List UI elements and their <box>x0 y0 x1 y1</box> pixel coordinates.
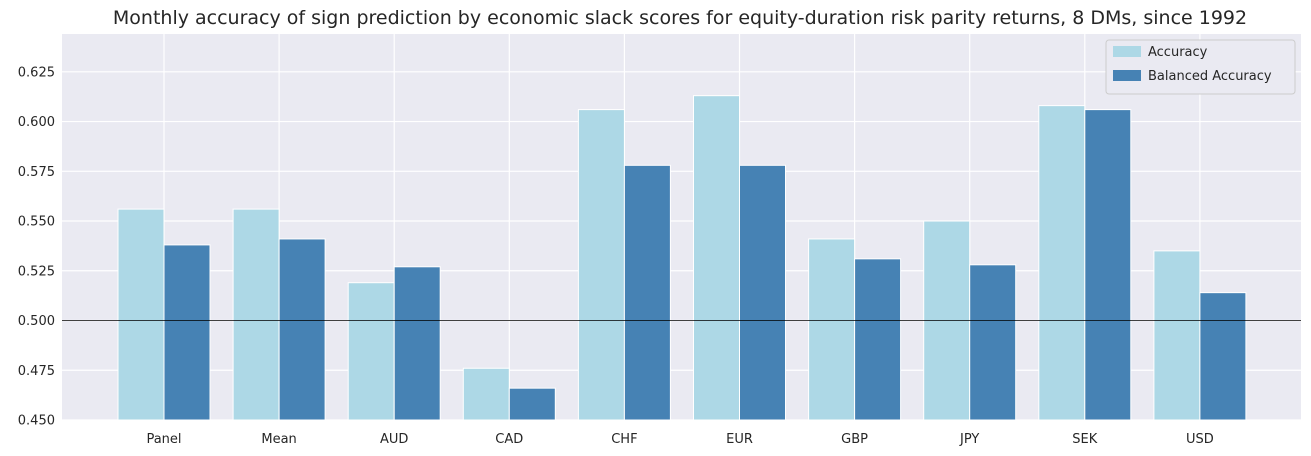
bar-balanced-accuracy-aud <box>393 266 441 421</box>
bar-accuracy-sek <box>1038 105 1086 421</box>
y-tick-label: 0.550 <box>18 215 55 230</box>
bar-balanced-accuracy-jpy <box>969 264 1017 421</box>
legend-swatch-balanced-accuracy <box>1113 70 1141 81</box>
bar-accuracy-usd <box>1153 250 1201 421</box>
x-tick-label-cad: CAD <box>495 432 523 447</box>
bar-balanced-accuracy-panel <box>163 244 211 421</box>
x-tick-label-jpy: JPY <box>959 432 979 447</box>
bar-balanced-accuracy-gbp <box>854 258 902 421</box>
bar-accuracy-chf <box>577 109 625 421</box>
chart-title: Monthly accuracy of sign prediction by e… <box>113 7 1247 29</box>
legend-label-balanced-accuracy: Balanced Accuracy <box>1148 69 1272 84</box>
bar-balanced-accuracy-eur <box>739 164 786 421</box>
y-tick-label: 0.500 <box>18 314 55 329</box>
x-tick-label-panel: Panel <box>146 432 181 447</box>
y-tick-label: 0.525 <box>18 264 55 279</box>
bar-balanced-accuracy-usd <box>1199 292 1247 421</box>
x-axis: Panel Mean AUD CAD CHF EUR GBP JPY SEK USD <box>146 432 1213 447</box>
y-tick-label: 0.450 <box>18 414 55 429</box>
x-tick-label-usd: USD <box>1186 432 1214 447</box>
bar-accuracy-eur <box>693 95 740 421</box>
y-tick-label: 0.475 <box>18 364 55 379</box>
x-tick-label-aud: AUD <box>380 432 408 447</box>
y-tick-label: 0.575 <box>18 165 55 180</box>
bar-accuracy-aud <box>347 282 395 421</box>
bar-accuracy-mean <box>232 208 280 421</box>
bar-balanced-accuracy-chf <box>623 164 671 421</box>
bars <box>117 95 1247 421</box>
x-tick-label-chf: CHF <box>611 432 637 447</box>
bar-accuracy-cad <box>462 367 510 421</box>
bar-accuracy-gbp <box>808 238 856 421</box>
x-tick-label-gbp: GBP <box>841 432 868 447</box>
y-axis: 0.450 0.475 0.500 0.525 0.550 0.575 0.600 0.625 <box>18 65 55 428</box>
y-tick-label: 0.625 <box>18 65 55 80</box>
legend: Accuracy Balanced Accuracy <box>1105 39 1296 95</box>
bar-balanced-accuracy-cad <box>508 387 556 421</box>
bar-accuracy-panel <box>117 208 165 421</box>
x-tick-label-mean: Mean <box>261 432 296 447</box>
x-tick-label-sek: SEK <box>1072 432 1097 447</box>
bar-balanced-accuracy-mean <box>278 238 326 421</box>
x-tick-label-eur: EUR <box>726 432 753 447</box>
legend-swatch-accuracy <box>1113 46 1141 57</box>
legend-box <box>1105 39 1296 95</box>
bar-balanced-accuracy-sek <box>1084 109 1132 421</box>
legend-label-accuracy: Accuracy <box>1148 45 1208 60</box>
y-tick-label: 0.600 <box>18 115 55 130</box>
